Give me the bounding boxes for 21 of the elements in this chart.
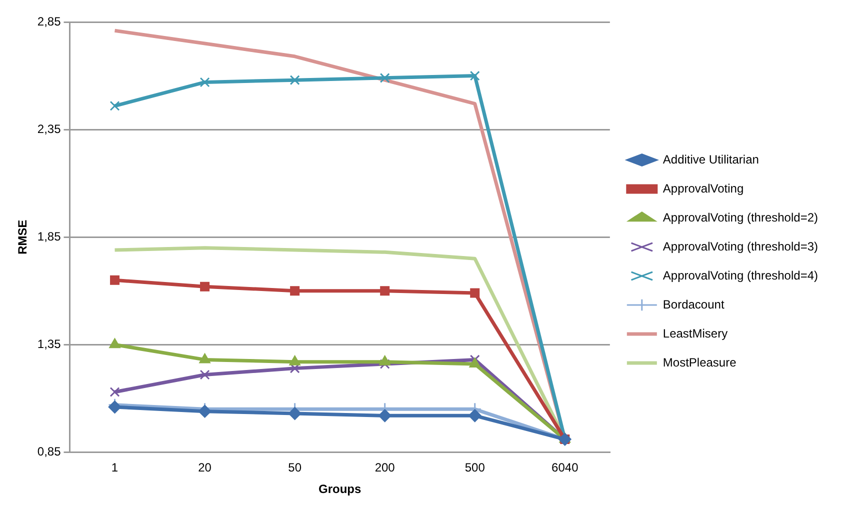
y-tick-label: 0,85 [37,444,62,459]
x-tick-label: 500 [464,460,486,475]
legend-label: Additive Utilitarian [662,152,759,166]
y-tick-label: 2,35 [37,122,62,136]
legend-label: ApprovalVoting (threshold=4) [662,268,818,282]
legend-label: LeastMisery [662,326,728,340]
x-tick-label: 200 [374,460,396,475]
y-tick-label: 1,85 [37,229,62,244]
x-tick-label: 20 [198,460,212,475]
x-tick-label: 6040 [552,460,579,475]
y-axis-title: RMSE [16,220,30,254]
y-tick-label: 1,35 [37,336,62,351]
legend-label: Bordacount [662,297,725,312]
legend-label: ApprovalVoting (threshold=3) [662,239,818,254]
x-tick-label: 50 [288,460,302,475]
legend-label: ApprovalVoting [662,181,744,196]
legend-label: ApprovalVoting (threshold=2) [662,210,818,224]
x-axis-title: Groups [318,482,362,496]
legend-label: MostPleasure [662,355,737,370]
y-tick-label: 2,85 [37,14,62,28]
x-tick-label: 1 [111,460,118,475]
